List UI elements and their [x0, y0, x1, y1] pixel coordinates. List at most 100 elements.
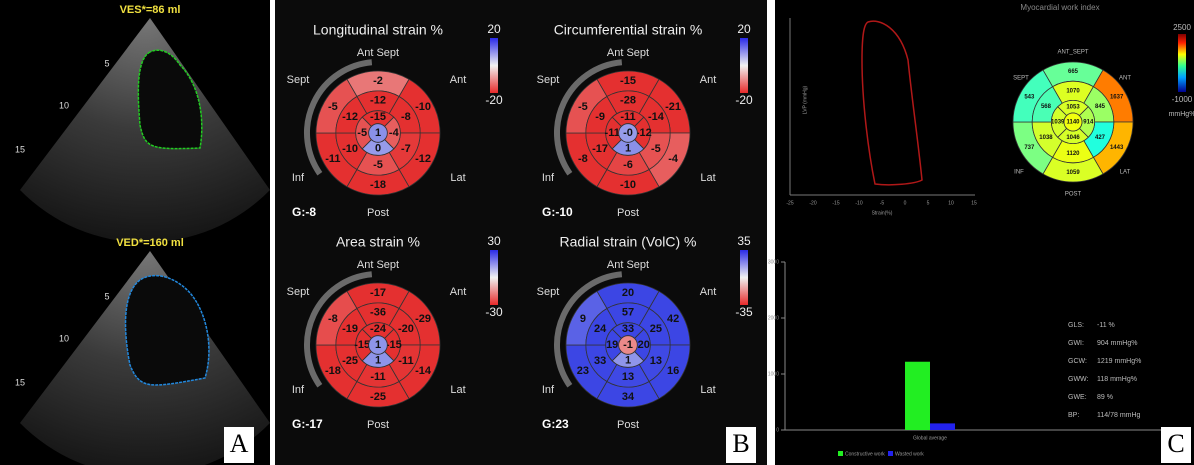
apex-segment [618, 123, 638, 143]
depth-mark: 5 [104, 291, 109, 301]
map-title: Longitudinal strain % [313, 22, 443, 38]
segment-value: -15 [620, 75, 636, 87]
depth-mark: 5 [104, 58, 109, 68]
segment-value: 9 [580, 313, 586, 325]
region-label: Inf [542, 384, 555, 396]
segment-value: -10 [342, 143, 358, 155]
segment-value: -12 [370, 95, 386, 107]
segment-value: -12 [415, 153, 431, 165]
segment-value: -12 [342, 111, 358, 123]
stat-label: GWW: [1068, 376, 1089, 383]
segment-value: -17 [370, 287, 386, 299]
scale-unit: mmHg% [1169, 111, 1194, 118]
region-label: Post [367, 207, 389, 219]
x-axis-label: Strain(%) [872, 210, 893, 216]
scale-max: 20 [487, 22, 501, 36]
chart-title: Myocardial work index [1020, 3, 1099, 12]
segment-value: -8 [401, 111, 411, 123]
region-label: Inf [292, 172, 305, 184]
segment-value: -5 [373, 159, 383, 171]
stat-label: GWE: [1068, 394, 1087, 401]
segment-value: -7 [401, 143, 411, 155]
segment-value: 25 [650, 323, 662, 335]
segment-value: -5 [357, 127, 367, 139]
segment-value: 13 [622, 371, 634, 383]
bar [930, 423, 955, 430]
region-label: ANT_SEPT [1057, 50, 1088, 56]
scale-min: -30 [485, 305, 503, 319]
segment-value: -25 [342, 355, 358, 367]
segment-value: 914 [1083, 120, 1094, 126]
segment-value: 1 [625, 143, 631, 155]
lv-contour [124, 274, 210, 386]
segment-value: -11 [620, 111, 635, 123]
apex-segment [618, 335, 638, 355]
segment-value: 737 [1024, 145, 1035, 151]
segment-value: -19 [342, 323, 358, 335]
global-value: G:-10 [542, 205, 573, 219]
stat-label: GCW: [1068, 358, 1087, 365]
panel-letter-box [224, 427, 254, 463]
region-label: Inf [542, 172, 555, 184]
segment-value: -5 [578, 101, 588, 113]
segment-value: -5 [328, 101, 338, 113]
global-value: G:23 [542, 417, 569, 431]
region-label: Ant Sept [607, 259, 649, 271]
segment-value: -14 [415, 365, 432, 377]
segment-value: 427 [1095, 135, 1106, 141]
segment-value: -28 [620, 95, 636, 107]
apex-value: 1 [375, 127, 381, 139]
region-label: Lat [450, 384, 465, 396]
x-tick-label: -20 [809, 200, 816, 206]
region-label: Ant [450, 286, 467, 298]
global-value: G:-17 [292, 417, 323, 431]
region-label: Ant [450, 74, 467, 86]
scale-max: 2500 [1173, 23, 1191, 32]
segment-value: -11 [398, 355, 413, 367]
legend-swatch [838, 451, 843, 456]
bar [905, 361, 930, 430]
color-bar [740, 38, 748, 93]
region-label: Sept [287, 286, 310, 298]
segment-value: 19 [606, 339, 618, 351]
segment-value: -11 [325, 153, 340, 165]
stat-label: GLS: [1068, 322, 1084, 329]
panel-letter: C [1167, 429, 1184, 458]
region-label: Post [617, 207, 639, 219]
segment-value: -24 [370, 323, 387, 335]
region-label: SEPT [1013, 76, 1029, 82]
x-tick-label: -15 [832, 200, 839, 206]
region-label: POST [1065, 192, 1082, 198]
segment-value: 16 [667, 365, 679, 377]
segment-value: 1053 [1066, 104, 1080, 110]
segment-value: -6 [623, 159, 633, 171]
legend-label: Constructive work [845, 451, 885, 457]
stat-value: -11 % [1097, 322, 1115, 329]
region-label: Lat [700, 384, 715, 396]
region-label: Sept [537, 286, 560, 298]
segment-value: -12 [636, 127, 652, 139]
segment-value: -11 [605, 127, 620, 139]
region-label: Ant Sept [357, 47, 399, 59]
color-bar [1178, 34, 1186, 92]
segment-value: -4 [668, 153, 679, 165]
region-label: Ant [700, 74, 717, 86]
x-tick-label: Global average [913, 435, 947, 441]
lv-contour [137, 49, 203, 150]
segment-value: -15 [386, 339, 402, 351]
segment-value: -18 [325, 365, 341, 377]
region-label: Sept [537, 74, 560, 86]
segment-value: 13 [650, 355, 662, 367]
region-label: Lat [700, 172, 715, 184]
region-label: Lat [450, 172, 465, 184]
segment-value: -17 [592, 143, 608, 155]
ring-arc [304, 271, 373, 388]
region-label: INF [1014, 170, 1024, 176]
region-label: Post [617, 419, 639, 431]
apex-value: -0 [623, 127, 633, 139]
segment-value: 1039 [1051, 120, 1065, 126]
segment-value: 24 [594, 323, 607, 335]
stat-value: 1219 mmHg% [1097, 358, 1141, 365]
segment-value: -2 [373, 75, 383, 87]
